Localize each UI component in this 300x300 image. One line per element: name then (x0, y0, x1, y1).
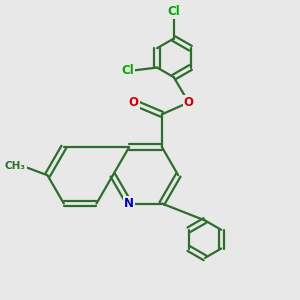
Text: Cl: Cl (167, 5, 180, 18)
Text: CH₃: CH₃ (5, 161, 26, 171)
Text: N: N (124, 197, 134, 210)
Text: O: O (129, 96, 139, 109)
Text: O: O (184, 96, 194, 109)
Text: Cl: Cl (122, 64, 134, 77)
